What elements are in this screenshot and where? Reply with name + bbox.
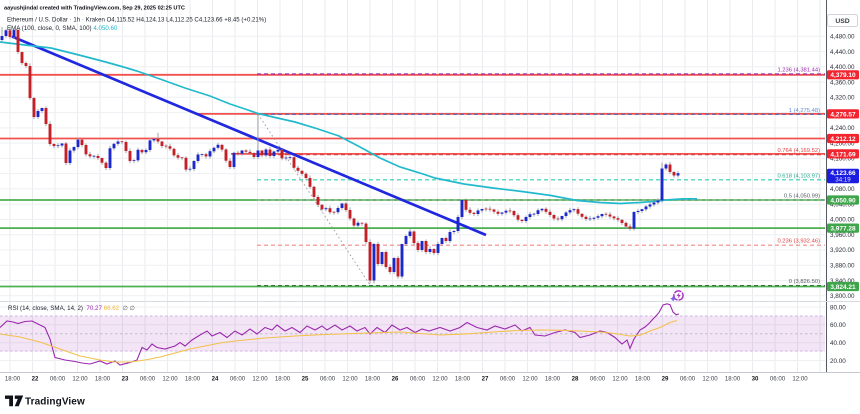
svg-text:1.236 (4,381.44): 1.236 (4,381.44) bbox=[777, 67, 820, 73]
svg-text:4,050.90: 4,050.90 bbox=[830, 197, 856, 204]
svg-text:12:00: 12:00 bbox=[432, 376, 448, 383]
svg-text:3,800.00: 3,800.00 bbox=[830, 293, 855, 300]
svg-text:aayushjindal created with Trad: aayushjindal created with TradingView.co… bbox=[4, 6, 185, 12]
svg-text:23: 23 bbox=[122, 376, 129, 383]
svg-text:4,240.00: 4,240.00 bbox=[830, 125, 855, 132]
svg-text:3,920.00: 3,920.00 bbox=[830, 247, 855, 254]
svg-text:12:00: 12:00 bbox=[792, 376, 808, 383]
svg-text:18:00: 18:00 bbox=[725, 376, 741, 383]
svg-text:06:00: 06:00 bbox=[410, 376, 426, 383]
svg-text:4,400.00: 4,400.00 bbox=[830, 64, 855, 71]
svg-text:3,960.00: 3,960.00 bbox=[830, 232, 855, 239]
svg-text:18:00: 18:00 bbox=[95, 376, 111, 383]
svg-text:26: 26 bbox=[392, 376, 399, 383]
svg-text:18:00: 18:00 bbox=[365, 376, 381, 383]
svg-text:06:00: 06:00 bbox=[230, 376, 246, 383]
svg-text:3,880.00: 3,880.00 bbox=[830, 263, 855, 270]
svg-text:4,212.12: 4,212.12 bbox=[830, 136, 856, 143]
svg-text:25: 25 bbox=[302, 376, 309, 383]
svg-text:06:00: 06:00 bbox=[770, 376, 786, 383]
svg-text:18:00: 18:00 bbox=[545, 376, 561, 383]
svg-text:06:00: 06:00 bbox=[500, 376, 516, 383]
svg-text:EMA (100, close, 0, SMA, 100): EMA (100, close, 0, SMA, 100) 4,050.60 bbox=[7, 25, 118, 32]
svg-text:18:00: 18:00 bbox=[455, 376, 471, 383]
svg-text:3,977.28: 3,977.28 bbox=[830, 226, 856, 233]
svg-text:18:00: 18:00 bbox=[275, 376, 291, 383]
svg-text:06:00: 06:00 bbox=[590, 376, 606, 383]
svg-text:4,480.00: 4,480.00 bbox=[830, 34, 855, 41]
svg-text:06:00: 06:00 bbox=[680, 376, 696, 383]
svg-text:29: 29 bbox=[662, 376, 669, 383]
svg-text:18:00: 18:00 bbox=[185, 376, 201, 383]
svg-text:12:00: 12:00 bbox=[252, 376, 268, 383]
svg-text:40.00: 40.00 bbox=[830, 340, 846, 347]
svg-text:0 (3,826.50): 0 (3,826.50) bbox=[789, 279, 820, 285]
svg-text:06:00: 06:00 bbox=[320, 376, 336, 383]
svg-text:60.00: 60.00 bbox=[830, 322, 846, 329]
svg-text:06:00: 06:00 bbox=[50, 376, 66, 383]
svg-text:TradingView: TradingView bbox=[25, 397, 85, 408]
svg-text:30: 30 bbox=[752, 376, 759, 383]
svg-text:28: 28 bbox=[572, 376, 579, 383]
svg-text:4,276.57: 4,276.57 bbox=[830, 111, 856, 118]
svg-text:12:00: 12:00 bbox=[342, 376, 358, 383]
svg-text:4,360.00: 4,360.00 bbox=[830, 79, 855, 86]
svg-text:3,840.00: 3,840.00 bbox=[830, 278, 855, 285]
svg-text:USD: USD bbox=[835, 18, 849, 25]
svg-text:4,440.00: 4,440.00 bbox=[830, 49, 855, 56]
svg-text:24: 24 bbox=[212, 376, 219, 383]
svg-text:4,379.10: 4,379.10 bbox=[830, 72, 856, 79]
svg-text:22: 22 bbox=[32, 376, 39, 383]
svg-text:12:00: 12:00 bbox=[162, 376, 178, 383]
svg-text:80.00: 80.00 bbox=[830, 304, 846, 311]
svg-text:4,040.00: 4,040.00 bbox=[830, 202, 855, 209]
svg-text:4,123.66: 4,123.66 bbox=[830, 170, 856, 177]
svg-text:18:00: 18:00 bbox=[635, 376, 651, 383]
svg-text:Ethereum / U.S. Dollar · 1h ·: Ethereum / U.S. Dollar · 1h · Kraken O4,… bbox=[7, 16, 266, 23]
svg-text:4,320.00: 4,320.00 bbox=[830, 95, 855, 102]
svg-text:0.5 (4,050.99): 0.5 (4,050.99) bbox=[784, 194, 820, 200]
svg-text:4,160.00: 4,160.00 bbox=[830, 156, 855, 163]
svg-text:20.00: 20.00 bbox=[830, 358, 846, 365]
svg-text:4,000.00: 4,000.00 bbox=[830, 217, 855, 224]
svg-text:0.236 (3,932.46): 0.236 (3,932.46) bbox=[777, 239, 820, 245]
svg-text:12:00: 12:00 bbox=[702, 376, 718, 383]
svg-text:0.764 (4,169.52): 0.764 (4,169.52) bbox=[777, 148, 820, 154]
svg-text:4,171.69: 4,171.69 bbox=[830, 151, 856, 158]
svg-text:18:00: 18:00 bbox=[5, 376, 21, 383]
svg-text:1 (4,275.48): 1 (4,275.48) bbox=[789, 108, 820, 114]
svg-text:4,080.00: 4,080.00 bbox=[830, 186, 855, 193]
svg-text:RSI (14, close, SMA, 14, 2) 7: RSI (14, close, SMA, 14, 2) 70.27 66.62 … bbox=[8, 305, 135, 312]
svg-text:12:00: 12:00 bbox=[522, 376, 538, 383]
svg-text:3,824.21: 3,824.21 bbox=[830, 284, 856, 291]
svg-text:34:19: 34:19 bbox=[835, 177, 851, 184]
svg-text:0.618 (4,103.97): 0.618 (4,103.97) bbox=[777, 173, 820, 179]
svg-text:06:00: 06:00 bbox=[140, 376, 156, 383]
svg-text:27: 27 bbox=[482, 376, 489, 383]
svg-text:12:00: 12:00 bbox=[612, 376, 628, 383]
svg-text:12:00: 12:00 bbox=[72, 376, 88, 383]
svg-text:4,200.00: 4,200.00 bbox=[830, 140, 855, 147]
